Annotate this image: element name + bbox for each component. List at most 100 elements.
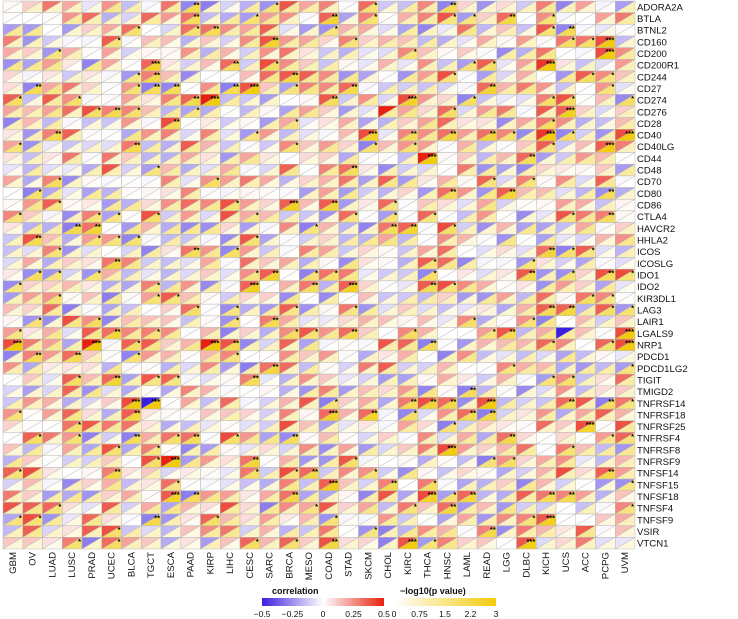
column-label: OV xyxy=(28,551,39,565)
pvalue-tick: 0 xyxy=(392,609,397,619)
significance-stars: *** xyxy=(131,397,140,406)
significance-stars: *** xyxy=(487,397,496,406)
column-label: DLBC xyxy=(521,552,532,578)
significance-stars: ** xyxy=(115,327,121,336)
significance-stars: * xyxy=(98,315,101,324)
significance-stars: * xyxy=(98,105,101,114)
significance-stars: *** xyxy=(546,59,555,68)
significance-stars: ** xyxy=(194,490,200,499)
significance-stars: * xyxy=(256,537,259,546)
significance-stars: * xyxy=(453,70,456,79)
significance-stars: * xyxy=(572,269,575,278)
significance-stars: * xyxy=(98,269,101,278)
significance-stars: * xyxy=(532,315,535,324)
significance-stars: ** xyxy=(174,117,180,126)
significance-stars: * xyxy=(572,94,575,103)
significance-stars: * xyxy=(137,350,140,359)
significance-stars: ** xyxy=(292,432,298,441)
significance-stars: * xyxy=(315,222,318,231)
significance-stars: * xyxy=(493,175,496,184)
significance-stars: ** xyxy=(569,397,575,406)
significance-stars: * xyxy=(177,479,180,488)
significance-stars: * xyxy=(414,140,417,149)
significance-stars: ** xyxy=(154,514,160,523)
significance-stars: * xyxy=(256,234,259,243)
correlation-tick: −0.25 xyxy=(282,609,304,619)
significance-stars: * xyxy=(453,12,456,21)
significance-stars: * xyxy=(552,117,555,126)
significance-stars: * xyxy=(493,455,496,464)
significance-stars: ** xyxy=(529,269,535,278)
significance-stars: * xyxy=(118,525,121,534)
significance-stars: * xyxy=(532,257,535,266)
significance-stars: *** xyxy=(151,59,160,68)
row-label: CD200R1 xyxy=(637,61,679,72)
significance-stars: * xyxy=(118,234,121,243)
significance-stars: *** xyxy=(428,490,437,499)
column-label: UCEC xyxy=(107,552,118,579)
significance-stars: * xyxy=(39,514,42,523)
significance-stars: * xyxy=(572,210,575,219)
significance-stars: * xyxy=(157,292,160,301)
legend: correlation −0.5 −0.25 0 0.25 0.5 −log10(p val… xyxy=(254,586,499,619)
significance-stars: * xyxy=(157,374,160,383)
column-label: LUAD xyxy=(47,552,58,578)
row-label: CD27 xyxy=(637,84,662,95)
significance-stars: ** xyxy=(36,350,42,359)
significance-stars: ** xyxy=(292,490,298,499)
column-label: STAD xyxy=(344,552,355,577)
significance-stars: * xyxy=(532,514,535,523)
significance-stars: * xyxy=(572,245,575,254)
significance-stars: * xyxy=(631,304,634,313)
significance-stars: * xyxy=(78,94,81,103)
significance-stars: * xyxy=(315,327,318,336)
significance-stars: * xyxy=(236,199,239,208)
significance-stars: * xyxy=(137,234,140,243)
column-label: MESO xyxy=(304,552,315,580)
row-label: TNFSF14 xyxy=(637,469,679,480)
row-label: CD276 xyxy=(637,107,667,118)
significance-stars: ** xyxy=(608,269,614,278)
significance-stars: *** xyxy=(625,327,634,336)
significance-stars: * xyxy=(394,210,397,219)
significance-stars: * xyxy=(216,175,219,184)
significance-stars: * xyxy=(611,70,614,79)
significance-stars: * xyxy=(572,129,575,138)
significance-stars: * xyxy=(552,140,555,149)
significance-stars: ** xyxy=(490,409,496,418)
column-label: LUSC xyxy=(67,552,78,578)
significance-stars: * xyxy=(414,47,417,56)
significance-stars: *** xyxy=(368,129,377,138)
significance-stars: * xyxy=(19,94,22,103)
column-label: LGG xyxy=(502,552,513,572)
row-label: PDCD1 xyxy=(637,352,670,363)
significance-stars: * xyxy=(256,467,259,476)
significance-stars: * xyxy=(177,292,180,301)
significance-stars: ** xyxy=(431,397,437,406)
significance-stars: * xyxy=(276,59,279,68)
significance-stars: ** xyxy=(549,304,555,313)
significance-stars: ** xyxy=(194,432,200,441)
significance-stars: ** xyxy=(569,24,575,33)
significance-stars: * xyxy=(58,502,61,511)
column-label: BRCA xyxy=(284,551,295,578)
row-label: TIGIT xyxy=(637,375,662,386)
column-label: KIRP xyxy=(205,552,216,574)
significance-stars: * xyxy=(39,315,42,324)
significance-stars: ** xyxy=(608,187,614,196)
significance-stars: * xyxy=(197,105,200,114)
correlation-tick: 0.5 xyxy=(378,609,390,619)
row-label: CD44 xyxy=(637,154,662,165)
significance-stars: * xyxy=(295,82,298,91)
column-label: CESC xyxy=(245,552,256,579)
pvalue-tick: 3 xyxy=(494,609,499,619)
significance-stars: *** xyxy=(526,537,535,546)
significance-stars: ** xyxy=(194,94,200,103)
significance-stars: ** xyxy=(450,1,456,10)
significance-stars: * xyxy=(157,210,160,219)
significance-stars: *** xyxy=(250,280,259,289)
significance-stars: *** xyxy=(408,537,417,546)
significance-stars: ** xyxy=(490,129,496,138)
significance-stars: * xyxy=(552,339,555,348)
significance-stars: ** xyxy=(174,82,180,91)
